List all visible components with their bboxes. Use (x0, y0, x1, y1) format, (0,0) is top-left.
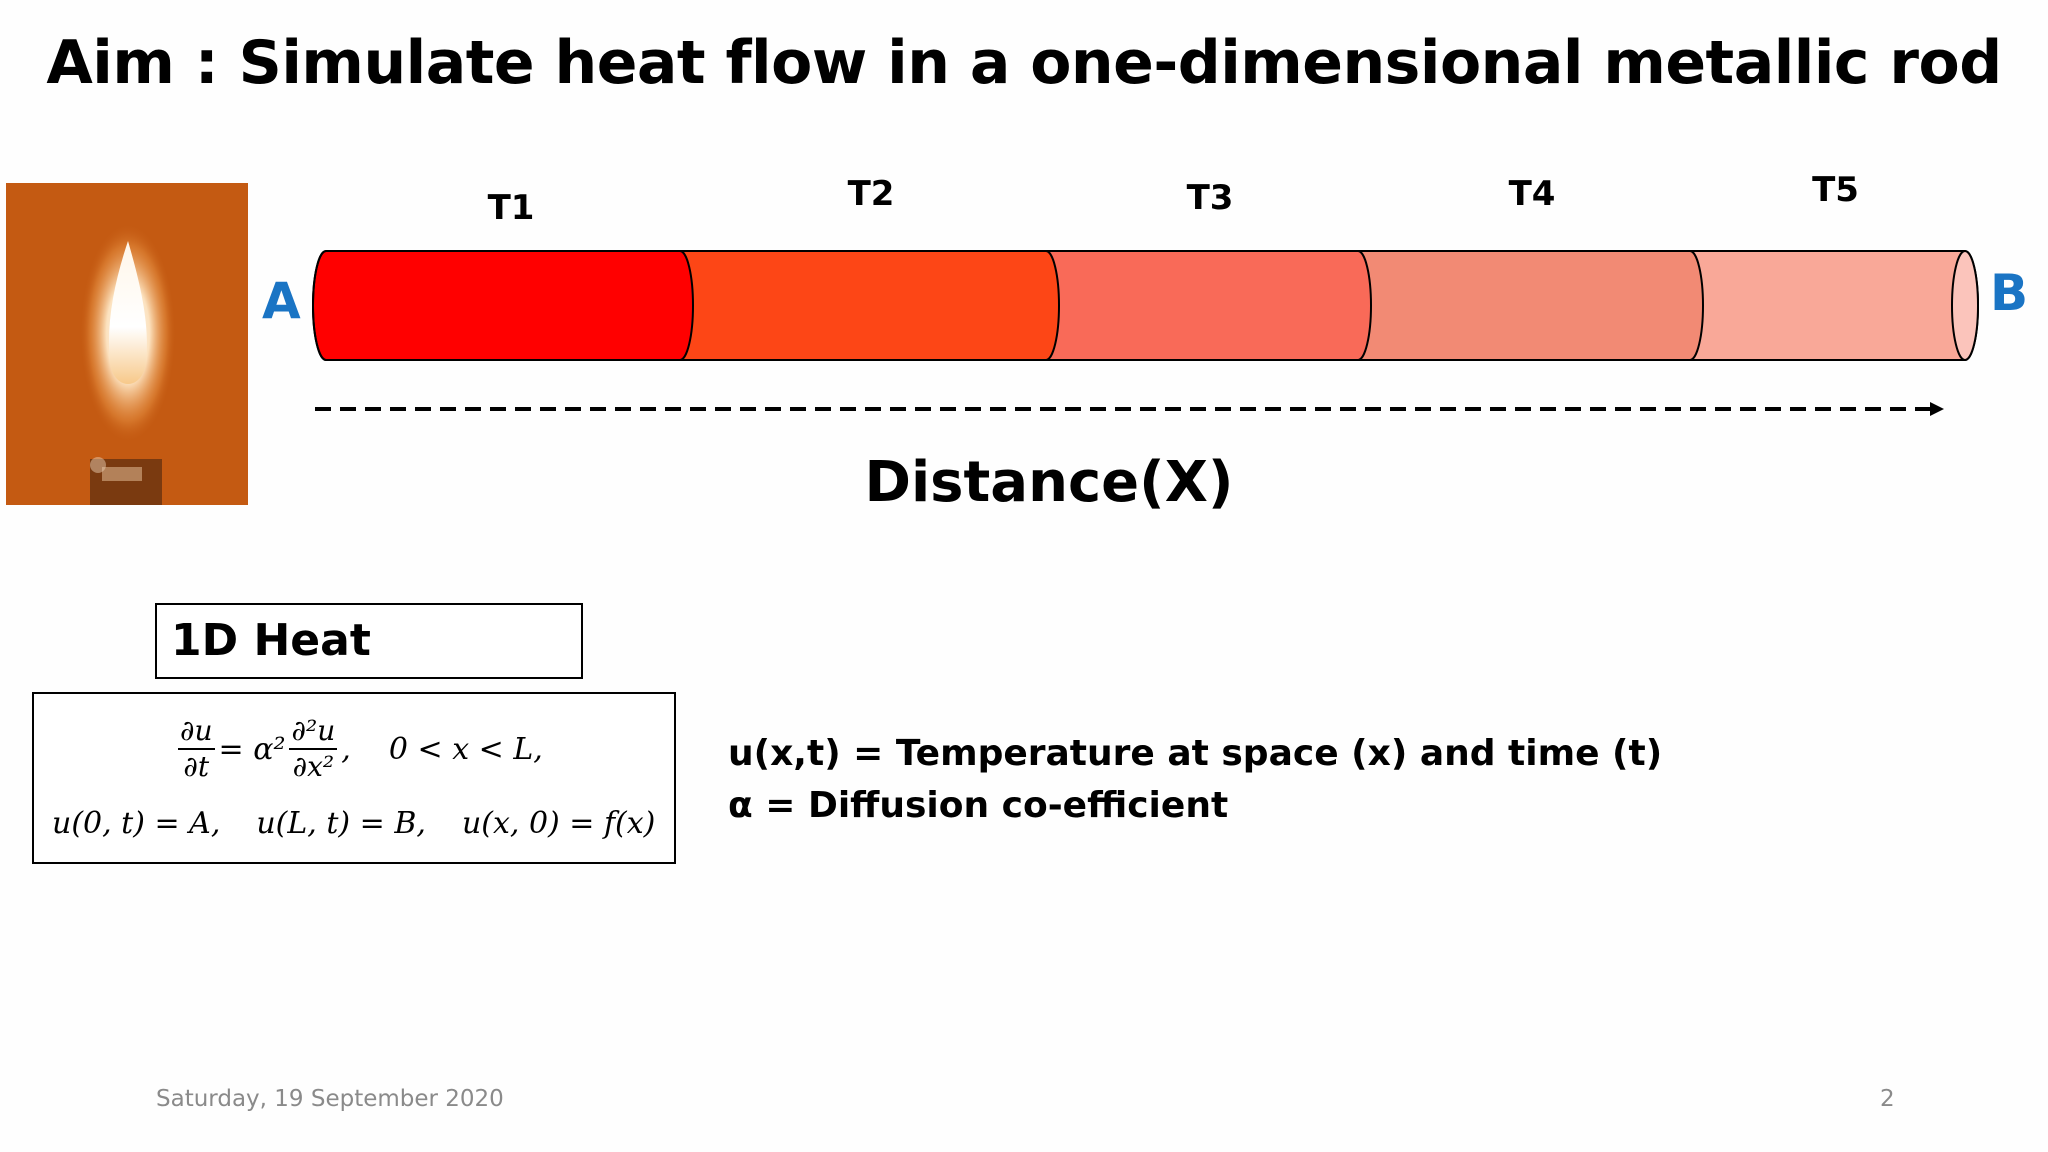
pde-line: ∂u ∂t = α² ∂²u ∂x² , 0 < x < L, (174, 714, 543, 784)
rod-right-end-face (1951, 250, 1979, 361)
segment-label-t2: T2 (847, 174, 895, 214)
rod-segment-t3 (1032, 250, 1372, 361)
space-derivative: ∂²u ∂x² (289, 714, 338, 784)
space-derivative-numerator: ∂²u (289, 714, 338, 750)
equals-alpha: = α² (218, 731, 286, 767)
end-label-a: A (262, 272, 301, 330)
distance-arrow (315, 402, 1944, 416)
candle-flame-image (6, 183, 248, 505)
segment-label-t5: T5 (1812, 170, 1859, 210)
rod-segment-t5 (1676, 250, 1979, 361)
page-number: 2 (1880, 1086, 1895, 1112)
segment-label-t3: T3 (1186, 178, 1234, 218)
boundary-condition-right: u(L, t) = B, (256, 806, 426, 841)
time-derivative-denominator: ∂t (183, 750, 210, 783)
space-derivative-denominator: ∂x² (292, 750, 335, 783)
rod-left-end-cap (312, 250, 327, 361)
definition-alpha: α = Diffusion co-efficient (728, 785, 1229, 826)
end-label-b: B (1990, 264, 2029, 322)
boundary-conditions-line: u(0, t) = A, u(L, t) = B, u(x, 0) = f(x) (52, 806, 655, 841)
time-derivative-numerator: ∂u (178, 714, 215, 750)
segment-label-t1: T1 (487, 188, 535, 228)
segment-label-t4: T4 (1508, 174, 1556, 214)
definition-u: u(x,t) = Temperature at space (x) and ti… (728, 733, 1663, 774)
domain-condition: , 0 < x < L, (341, 731, 543, 767)
time-derivative: ∂u ∂t (178, 714, 215, 784)
metal-rod (312, 250, 1979, 361)
distance-axis-label: Distance(X) (864, 450, 1234, 515)
boundary-condition-left: u(0, t) = A, (52, 806, 221, 841)
heat-equation-box: ∂u ∂t = α² ∂²u ∂x² , 0 < x < L, u(0, t) … (32, 692, 676, 864)
footer-date: Saturday, 19 September 2020 (156, 1086, 504, 1112)
flame-icon (80, 223, 176, 505)
equation-heading: 1D Heat Equation (155, 603, 583, 738)
rod-segment-t1 (312, 250, 694, 361)
rod-segment-t4 (1344, 250, 1704, 361)
variable-definitions: u(x,t) = Temperature at space (x) and ti… (728, 728, 1662, 832)
rod-segment-t2 (666, 250, 1060, 361)
initial-condition: u(x, 0) = f(x) (461, 806, 656, 841)
slide-title: Aim : Simulate heat flow in a one-dimens… (46, 28, 2002, 98)
